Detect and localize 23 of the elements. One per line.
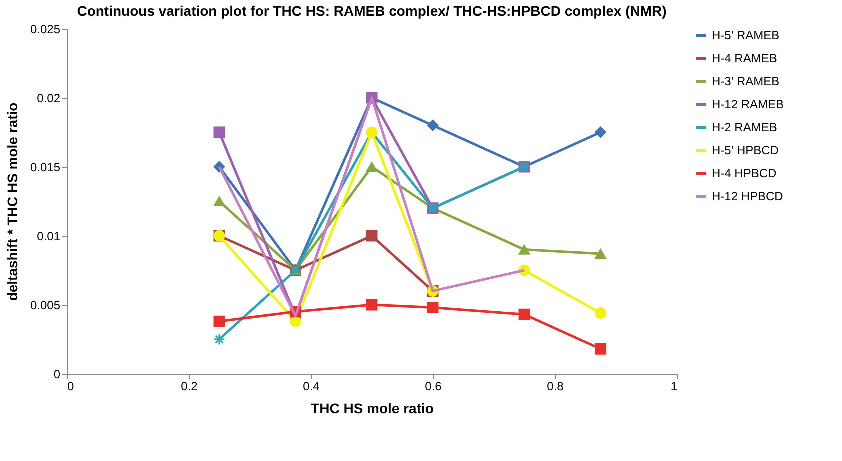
legend-label: H-2 RAMEB	[712, 120, 778, 134]
y-axis-title: deltashift * THC HS mole ratio	[4, 102, 20, 302]
y-tick-label: 0.02	[37, 92, 61, 106]
y-tick-label: 0.015	[30, 160, 61, 174]
legend-label: H-12 HPBCD	[712, 190, 784, 204]
x-tick-label: 0.4	[303, 380, 320, 394]
x-tick-label: 0.2	[181, 380, 198, 394]
legend-label: H-4 RAMEB	[712, 52, 778, 66]
chart-title: Continuous variation plot for THC HS: RAMEB complex/ THC-HS:HPBCD complex (NMR)	[77, 3, 667, 19]
legend-label: H-12 RAMEB	[712, 98, 784, 112]
legend-label: H-5' RAMEB	[712, 28, 780, 42]
x-tick-label: 0.8	[547, 380, 564, 394]
y-tick-label: 0.005	[30, 298, 61, 312]
y-tick-label: 0.01	[37, 230, 61, 244]
x-tick-label: 0.6	[425, 380, 442, 394]
legend-label: H-5' HPBCD	[712, 144, 780, 158]
x-tick-label: 1	[670, 380, 678, 394]
x-axis-title: THC HS mole ratio	[311, 400, 434, 416]
legend-label: H-3' RAMEB	[712, 74, 780, 88]
y-tick-label: 0	[54, 368, 61, 382]
x-tick-label: 0	[68, 380, 74, 394]
y-tick-label: 0.025	[30, 22, 61, 36]
legend-label: H-4 HPBCD	[712, 166, 778, 180]
